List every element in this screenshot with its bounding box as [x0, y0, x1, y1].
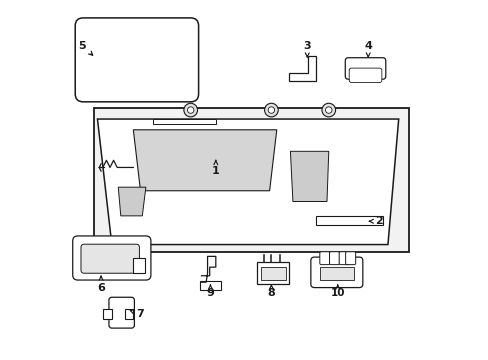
FancyBboxPatch shape: [75, 18, 198, 102]
Text: 2: 2: [368, 216, 382, 226]
Circle shape: [264, 103, 278, 117]
Text: 3: 3: [303, 41, 310, 57]
Bar: [153, 119, 215, 125]
Text: 1: 1: [211, 160, 219, 176]
Polygon shape: [133, 130, 276, 191]
Polygon shape: [133, 258, 145, 273]
Text: 4: 4: [364, 41, 371, 57]
FancyBboxPatch shape: [348, 68, 381, 82]
Text: 8: 8: [267, 285, 275, 298]
Text: 9: 9: [206, 285, 214, 298]
Bar: [199, 281, 221, 290]
Polygon shape: [289, 56, 316, 81]
Circle shape: [321, 103, 335, 117]
Polygon shape: [290, 151, 328, 202]
Bar: [316, 216, 382, 225]
Circle shape: [325, 107, 331, 113]
FancyBboxPatch shape: [310, 257, 362, 288]
FancyBboxPatch shape: [319, 252, 329, 265]
Text: 5: 5: [79, 41, 93, 55]
FancyBboxPatch shape: [329, 252, 339, 265]
FancyBboxPatch shape: [339, 252, 348, 265]
Text: 6: 6: [97, 276, 105, 293]
FancyBboxPatch shape: [73, 236, 151, 280]
Bar: [260, 267, 285, 280]
Polygon shape: [103, 309, 112, 319]
Bar: [257, 262, 289, 284]
Text: 7: 7: [130, 310, 144, 319]
Circle shape: [187, 107, 194, 113]
FancyBboxPatch shape: [345, 252, 355, 265]
Polygon shape: [124, 309, 133, 319]
Bar: [94, 108, 408, 252]
FancyBboxPatch shape: [345, 58, 385, 79]
Circle shape: [183, 103, 197, 117]
Polygon shape: [97, 119, 398, 244]
Bar: [319, 267, 353, 280]
Text: 10: 10: [330, 285, 344, 298]
Circle shape: [267, 107, 274, 113]
FancyBboxPatch shape: [109, 297, 134, 328]
Polygon shape: [118, 187, 145, 216]
FancyBboxPatch shape: [81, 244, 139, 273]
